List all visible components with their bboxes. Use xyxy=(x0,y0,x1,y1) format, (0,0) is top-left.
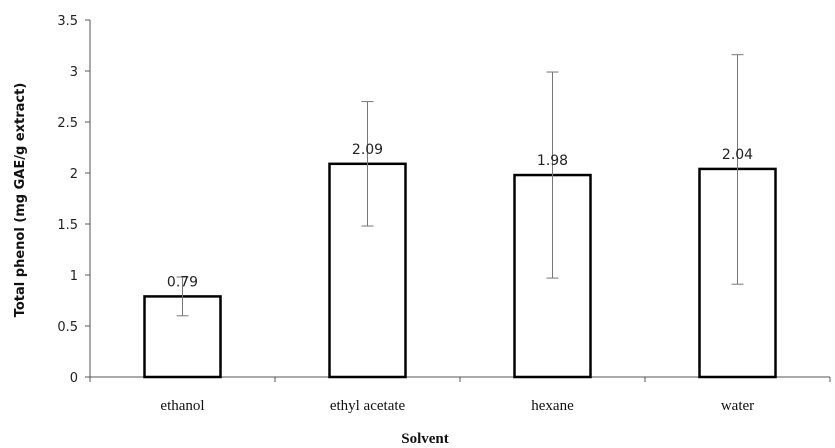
data-label: 2.04 xyxy=(722,147,753,163)
x-category-label: water xyxy=(721,398,754,414)
y-tick-label: 0 xyxy=(70,371,78,386)
y-tick-label: 2 xyxy=(70,167,78,182)
x-category-label: ethanol xyxy=(160,398,204,414)
data-label: 0.79 xyxy=(167,274,198,290)
y-tick-label: 3.5 xyxy=(57,14,78,29)
data-label: 2.09 xyxy=(352,142,383,158)
y-tick-label: 1 xyxy=(70,269,78,284)
y-tick-label: 2.5 xyxy=(57,116,78,131)
y-tick-label: 3 xyxy=(70,65,78,80)
x-category-label: ethyl acetate xyxy=(330,398,406,414)
data-label: 1.98 xyxy=(537,153,568,169)
y-axis-title: Total phenol (mg GAE/g extract) xyxy=(13,83,28,318)
y-axis: 0 0.5 1 1.5 2 2.5 3 3.5 xyxy=(57,14,91,386)
x-category-label: hexane xyxy=(531,398,574,414)
y-tick-label: 1.5 xyxy=(57,218,78,233)
y-tick-label: 0.5 xyxy=(57,320,78,335)
x-axis-title: Solvent xyxy=(401,431,449,447)
